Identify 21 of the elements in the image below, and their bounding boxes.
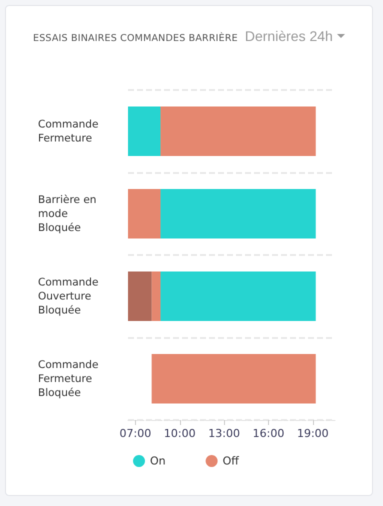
chart-title: ESSAIS BINAIRES COMMANDES BARRIÈRE [33, 33, 238, 44]
x-tick-label: 16:00 [252, 427, 284, 440]
bar [128, 272, 152, 321]
x-tick-label: 19:00 [296, 427, 329, 440]
x-tick-label: 07:00 [120, 427, 152, 440]
bar [152, 272, 161, 321]
y-tick-label: Commande Ouverture Bloquée [38, 276, 102, 316]
y-tick-label: Barrière en mode Bloquée [38, 194, 100, 234]
bar [160, 106, 316, 156]
bar [160, 272, 316, 321]
y-tick-label: Commande Fermeture Bloquée [38, 358, 102, 399]
bar [128, 189, 161, 238]
chart-subtitle: Dernières 24h [244, 28, 333, 44]
legend-label: On [150, 454, 166, 468]
x-tick-label: 10:00 [164, 427, 196, 440]
legend-label: Off [222, 454, 240, 468]
bar [152, 354, 316, 404]
bar [128, 106, 161, 156]
x-tick-label: 13:00 [208, 427, 240, 440]
bar [160, 189, 316, 238]
y-tick-label: Commande Fermeture [38, 118, 102, 144]
